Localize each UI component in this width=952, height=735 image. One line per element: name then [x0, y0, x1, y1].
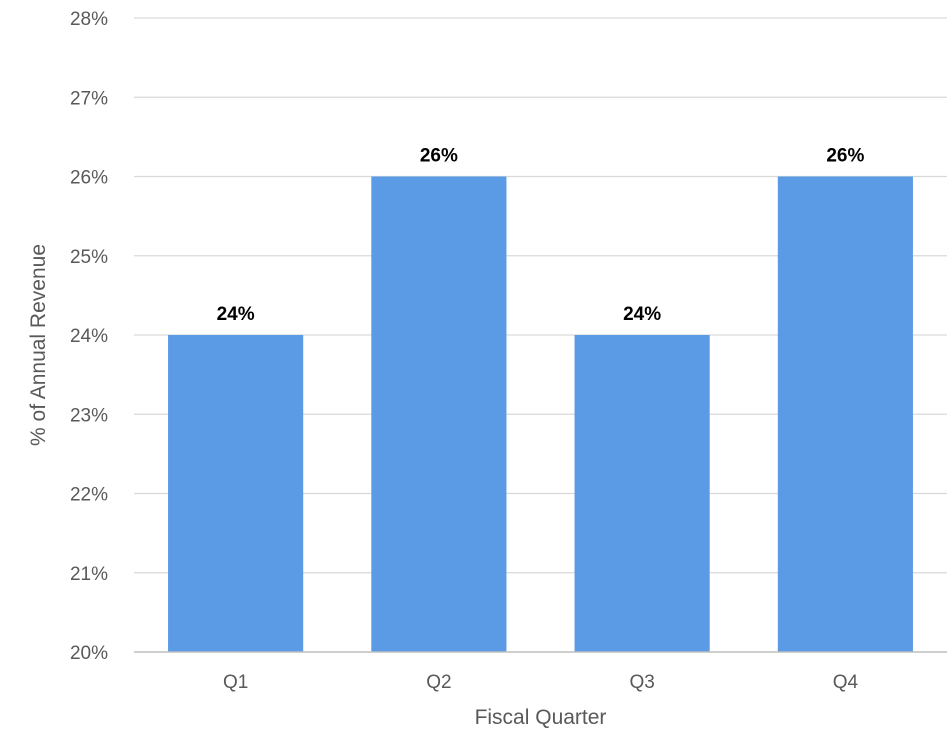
bar-q1 — [168, 335, 304, 652]
bar-q4 — [777, 176, 913, 652]
data-label-q1: 24% — [217, 304, 255, 325]
y-tick-label: 25% — [70, 247, 108, 268]
y-tick-label: 21% — [70, 564, 108, 585]
x-tick-label: Q4 — [833, 672, 859, 693]
bars — [168, 176, 913, 652]
x-tick-label: Q2 — [426, 672, 451, 693]
data-label-q3: 24% — [623, 304, 661, 325]
y-tick-label: 27% — [70, 88, 108, 109]
y-tick-label: 26% — [70, 168, 108, 189]
x-axis-ticks: Q1 Q2 Q3 Q4 — [223, 672, 859, 693]
y-tick-label: 28% — [70, 9, 108, 30]
x-axis-title: Fiscal Quarter — [475, 706, 607, 729]
bar-q2 — [371, 176, 507, 652]
y-tick-label: 22% — [70, 485, 108, 506]
y-tick-label: 23% — [70, 405, 108, 426]
y-tick-label: 20% — [70, 643, 108, 664]
data-labels: 24% 26% 24% 26% — [217, 146, 865, 326]
y-axis-title: % of Annual Revenue — [27, 244, 50, 446]
bar-q3 — [574, 335, 710, 652]
data-label-q2: 26% — [420, 146, 458, 167]
y-tick-label: 24% — [70, 326, 108, 347]
x-tick-label: Q1 — [223, 672, 248, 693]
y-axis-ticks: 20% 21% 22% 23% 24% 25% 26% 27% 28% — [70, 9, 108, 664]
x-tick-label: Q3 — [629, 672, 654, 693]
data-label-q4: 26% — [826, 146, 864, 167]
